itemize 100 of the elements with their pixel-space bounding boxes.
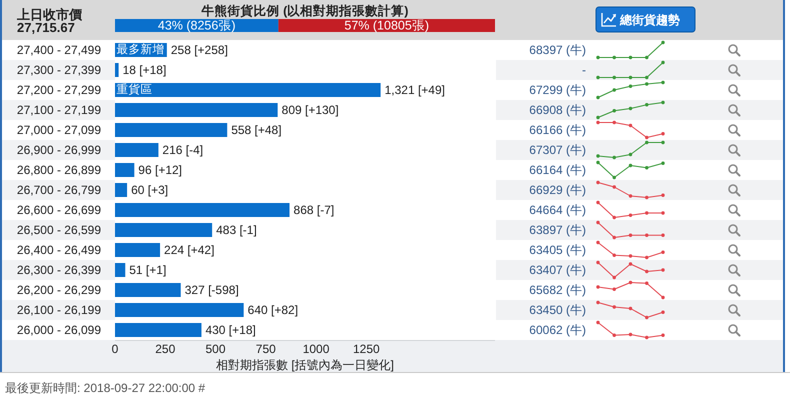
x-tick-label: 1250 (352, 342, 380, 356)
point (612, 88, 616, 92)
data-label: 43% (8256張) (158, 18, 236, 32)
point (628, 106, 632, 110)
y-tick-label: 26,800 - 26,899 (16, 163, 102, 177)
data-label: 51 [+1] (129, 263, 166, 277)
y-tick-label: 26,400 - 26,499 (16, 243, 102, 257)
point (612, 156, 616, 160)
chart-title: 牛熊街貨比例 (以相對期指張數計算) (200, 3, 408, 18)
y-tick-label: 26,200 - 26,299 (16, 283, 102, 297)
chart-title: 60062 (牛) (529, 323, 586, 337)
x-tick-label: 0 (112, 342, 119, 356)
point (628, 164, 632, 168)
chart-title: 67299 (牛) (529, 83, 586, 97)
point (661, 334, 665, 337)
point (661, 194, 665, 197)
point (645, 282, 648, 285)
chart-title: 64664 (牛) (529, 203, 586, 217)
point (628, 124, 632, 128)
point (612, 185, 616, 189)
data-label: 483 [-1] (216, 223, 257, 237)
point (645, 316, 648, 320)
y-tick-label: 27,400 - 27,499 (16, 43, 102, 57)
point (645, 270, 648, 274)
point (612, 109, 616, 112)
point (645, 256, 648, 260)
chart-title: 66166 (牛) (529, 123, 586, 137)
point (596, 320, 600, 324)
text: 上日收市價 (16, 7, 83, 22)
chart-title: - (582, 63, 586, 77)
point (612, 305, 616, 309)
data-label: 216 [-4] (162, 143, 204, 157)
point (661, 140, 665, 144)
point (645, 140, 648, 144)
point (596, 300, 600, 304)
data-label: 558 [+48] (231, 123, 282, 137)
point (596, 260, 600, 264)
point (612, 176, 616, 180)
data-label: 96 [+12] (138, 163, 182, 177)
point (661, 211, 665, 215)
bar (115, 83, 381, 97)
data-label: 18 [+18] (122, 63, 166, 77)
x-tick-label: 750 (256, 342, 276, 356)
chart-title: 63450 (牛) (529, 303, 586, 317)
data-label: 430 [+18] (205, 323, 256, 337)
annotation: 重貨區 (116, 83, 152, 96)
y-tick-label: 27,300 - 27,399 (16, 63, 102, 77)
point (596, 285, 600, 289)
point (596, 200, 600, 204)
bar (115, 283, 181, 297)
y-tick-label: 27,100 - 27,199 (16, 103, 102, 117)
text: 最後更新時間: 2018-09-27 22:00:00 # (5, 381, 206, 395)
point (628, 254, 632, 258)
point (628, 306, 632, 310)
point (628, 262, 632, 266)
chart-title: 63405 (牛) (529, 243, 586, 257)
point (661, 132, 665, 136)
x-axis-title: 相對期指張數 [括號內為一日變化] (216, 358, 394, 372)
chart-title: 63897 (牛) (529, 223, 586, 237)
point (645, 136, 648, 140)
data-label: 868 [-7] (294, 203, 334, 217)
y-tick-label: 27,200 - 27,299 (16, 83, 102, 97)
bar (115, 183, 128, 197)
point (612, 254, 616, 257)
point (628, 194, 632, 198)
point (612, 216, 616, 220)
y-tick-label: 26,300 - 26,399 (16, 263, 102, 277)
button: 總街貨趨勢 (596, 6, 696, 32)
annotation: 最多新增 (116, 42, 164, 56)
data-label: 640 [+82] (248, 303, 298, 317)
chart-title: 63407 (牛) (529, 263, 586, 277)
point (645, 211, 648, 215)
point (628, 152, 632, 156)
bar (115, 123, 228, 137)
point (661, 296, 665, 300)
point (661, 80, 665, 84)
y-tick-label: 27,000 - 27,099 (16, 123, 102, 137)
bar (115, 243, 160, 257)
point (661, 310, 665, 314)
point (661, 162, 665, 165)
point (628, 214, 632, 217)
data-label: 1,321 [+49] (384, 83, 445, 97)
point (645, 82, 648, 86)
point (628, 280, 632, 284)
point (596, 116, 600, 120)
data-label: 57% (10805張) (344, 18, 429, 32)
point (612, 288, 616, 291)
y-tick-label: 26,600 - 26,699 (16, 203, 102, 217)
point (661, 268, 665, 272)
point (596, 240, 600, 244)
point (645, 103, 648, 106)
chart-title: 66164 (牛) (529, 163, 586, 177)
data-label: 258 [+258] (170, 43, 228, 57)
text: 27,715.67 (17, 20, 75, 35)
point (596, 96, 600, 100)
point (645, 196, 648, 200)
y-tick-label: 26,000 - 26,099 (16, 323, 102, 337)
data-label: 809 [+130] (282, 103, 339, 117)
y-tick-label: 26,500 - 26,599 (16, 223, 102, 237)
x-tick-label: 500 (206, 342, 226, 356)
